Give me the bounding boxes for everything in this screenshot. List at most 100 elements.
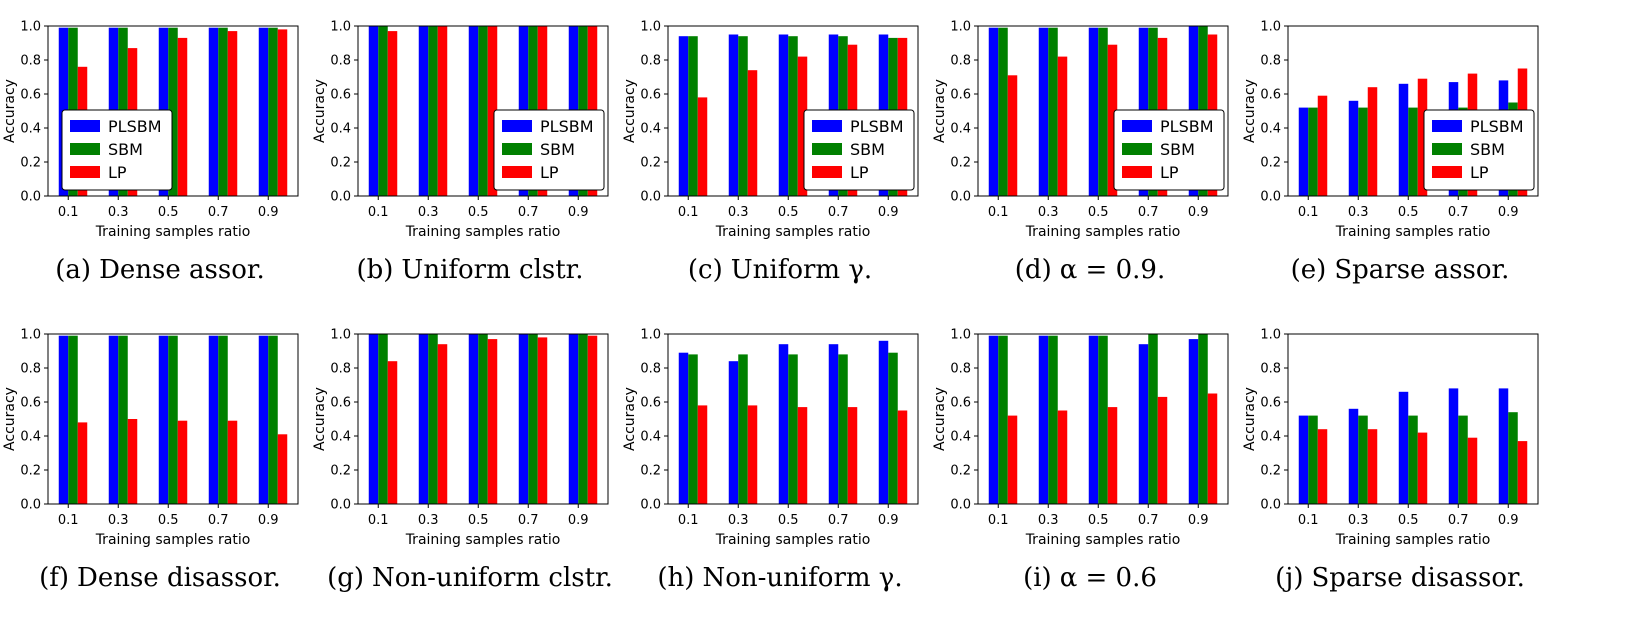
bar-sbm xyxy=(838,354,848,504)
x-tick-label: 0.9 xyxy=(568,513,589,528)
legend-label: PLSBM xyxy=(108,117,162,136)
bar-lp xyxy=(177,420,188,504)
y-axis-label: Accuracy xyxy=(622,79,638,143)
y-tick-label: 0.4 xyxy=(330,430,351,445)
y-tick-label: 0.6 xyxy=(950,396,971,411)
x-tick-label: 0.7 xyxy=(1448,205,1469,220)
bar-sbm xyxy=(68,335,78,504)
bar-sbm xyxy=(788,36,798,197)
legend-swatch-plsbm xyxy=(1432,120,1462,132)
y-tick-label: 0.6 xyxy=(330,88,351,103)
bar-plsbm xyxy=(468,26,479,196)
bar-plsbm xyxy=(368,334,379,504)
chart-panel: 0.0 0.2 0.4 0.6 0.8 1.0 0.1 0.3 0.5 0.7 0.9 Trainin… xyxy=(0,308,320,608)
x-tick-label: 0.5 xyxy=(1088,513,1109,528)
legend-label: LP xyxy=(108,163,127,182)
bar-plsbm xyxy=(728,361,739,504)
x-tick-label: 0.7 xyxy=(1448,513,1469,528)
bar-plsbm xyxy=(1038,335,1049,504)
legend-swatch-plsbm xyxy=(502,120,532,132)
x-tick-label: 0.1 xyxy=(1298,205,1319,220)
bar-sbm xyxy=(1358,107,1368,196)
bar-sbm xyxy=(268,27,278,197)
y-tick-label: 0.0 xyxy=(1260,498,1281,513)
x-tick-label: 0.3 xyxy=(1348,205,1369,220)
x-tick-label: 0.9 xyxy=(258,513,279,528)
bar-chart: 0.0 0.2 0.4 0.6 0.8 1.0 0.1 0.3 0.5 0.7 0.9 Trainin… xyxy=(2,328,299,548)
bar-plsbm xyxy=(988,335,999,504)
bar-lp xyxy=(227,420,238,504)
y-tick-label: 0.4 xyxy=(1260,122,1281,137)
subfigure-caption: (d) α = 0.9. xyxy=(930,255,1250,285)
x-axis-label: Training samples ratio xyxy=(715,532,871,548)
bar-sbm xyxy=(378,334,388,504)
x-tick-label: 0.5 xyxy=(778,513,799,528)
legend-swatch-sbm xyxy=(502,143,532,155)
bar-lp xyxy=(1207,393,1218,504)
bar-plsbm xyxy=(468,334,479,504)
x-tick-label: 0.7 xyxy=(518,205,539,220)
y-axis-label: Accuracy xyxy=(622,387,638,451)
x-tick-label: 0.5 xyxy=(1088,205,1109,220)
x-tick-label: 0.9 xyxy=(1188,205,1209,220)
axes-frame xyxy=(357,25,609,197)
bar-lp xyxy=(1517,441,1528,504)
y-tick-label: 1.0 xyxy=(950,328,971,343)
bar-chart: 0.0 0.2 0.4 0.6 0.8 1.0 0.1 0.3 0.5 0.7 0.9 Trainin… xyxy=(622,328,919,548)
x-tick-label: 0.7 xyxy=(208,205,229,220)
caption-tag: (g) xyxy=(327,563,365,593)
caption-tag: (h) xyxy=(657,563,695,593)
bar-lp xyxy=(897,410,908,504)
bar-lp xyxy=(587,335,598,504)
y-tick-label: 1.0 xyxy=(20,328,41,343)
y-tick-label: 0.8 xyxy=(640,54,661,69)
x-axis-label: Training samples ratio xyxy=(715,224,871,240)
axes-frame xyxy=(977,25,1229,197)
bar-plsbm xyxy=(988,27,999,197)
bar-sbm xyxy=(998,335,1008,504)
caption-tag: (e) xyxy=(1290,255,1327,285)
caption-text: Uniform γ. xyxy=(730,255,873,285)
axes-frame xyxy=(47,25,299,197)
y-tick-label: 1.0 xyxy=(950,20,971,35)
bar-plsbm xyxy=(678,352,689,504)
legend: PLSBM SBM LP xyxy=(803,109,915,191)
x-tick-label: 0.9 xyxy=(1498,205,1519,220)
bar-plsbm xyxy=(158,335,169,504)
bar-lp xyxy=(697,405,708,504)
y-tick-label: 0.0 xyxy=(950,498,971,513)
y-tick-label: 0.4 xyxy=(950,430,971,445)
y-tick-label: 1.0 xyxy=(1260,20,1281,35)
bar-plsbm xyxy=(258,27,269,197)
bar-sbm xyxy=(1048,27,1058,197)
x-tick-label: 0.3 xyxy=(418,205,439,220)
caption-text: α = 0.6 xyxy=(1059,563,1157,593)
bar-sbm xyxy=(1458,415,1468,504)
bar-chart: 0.0 0.2 0.4 0.6 0.8 1.0 0.1 0.3 0.5 0.7 0.9 Trainin… xyxy=(312,328,609,548)
bar-sbm xyxy=(428,26,438,196)
bar-sbm xyxy=(1048,335,1058,504)
caption-text: Sparse assor. xyxy=(1334,255,1510,285)
bar-chart: 0.0 0.2 0.4 0.6 0.8 1.0 0.1 0.3 0.5 0.7 0.9 Trainin… xyxy=(1242,20,1539,240)
legend-swatch-lp xyxy=(1122,166,1152,178)
bar-lp xyxy=(1107,44,1118,197)
bar-chart: 0.0 0.2 0.4 0.6 0.8 1.0 0.1 0.3 0.5 0.7 0.9 Trainin… xyxy=(1242,328,1539,548)
y-tick-label: 0.0 xyxy=(640,498,661,513)
legend-swatch-lp xyxy=(1432,166,1462,178)
y-tick-label: 0.2 xyxy=(950,464,971,479)
bar-plsbm xyxy=(208,27,219,197)
bar-sbm xyxy=(998,27,1008,197)
bar-sbm xyxy=(1198,334,1208,504)
bar-lp xyxy=(487,339,498,504)
y-tick-label: 0.8 xyxy=(950,362,971,377)
y-axis-label: Accuracy xyxy=(932,79,948,143)
y-tick-label: 0.4 xyxy=(330,122,351,137)
bar-lp xyxy=(77,422,88,504)
bar-plsbm xyxy=(108,335,119,504)
y-tick-label: 0.2 xyxy=(950,156,971,171)
x-axis-label: Training samples ratio xyxy=(1335,532,1491,548)
y-axis-label: Accuracy xyxy=(1242,79,1258,143)
bar-sbm xyxy=(478,26,488,196)
axes-frame xyxy=(357,333,609,505)
bar-plsbm xyxy=(1398,83,1409,196)
